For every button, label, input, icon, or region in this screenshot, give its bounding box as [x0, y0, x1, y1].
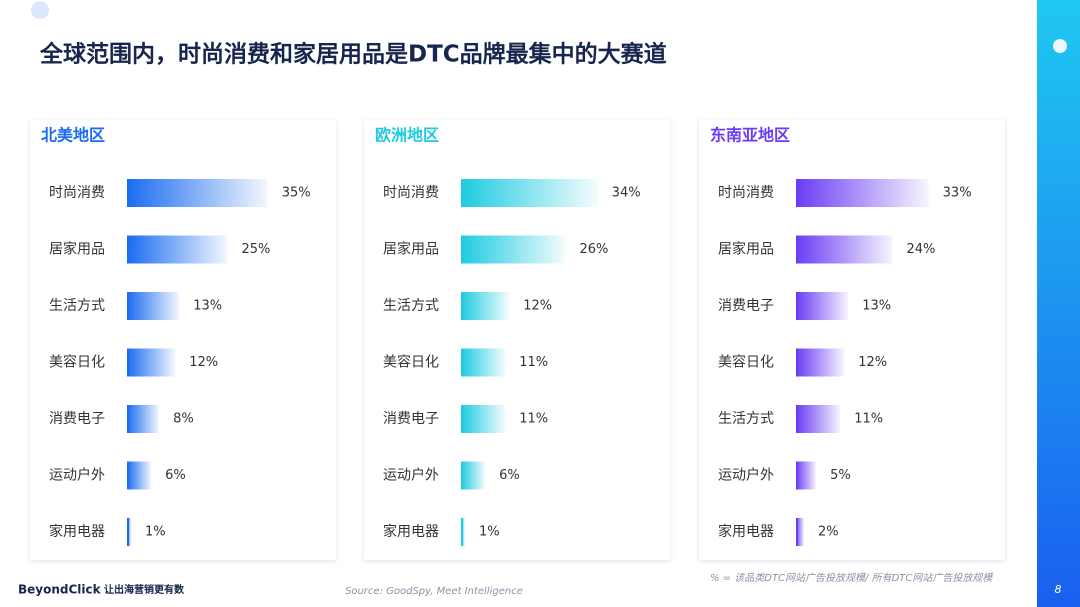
- category-label: 家用电器: [718, 523, 774, 540]
- source: Source: GoodSpy, Meet Intelligence: [345, 586, 523, 597]
- bar: [127, 518, 132, 546]
- chart-title: 欧洲地区: [375, 126, 439, 145]
- category-label: 时尚消费: [718, 185, 774, 201]
- category-label: 生活方式: [383, 298, 439, 314]
- note: % = 该品类DTC网站广告投放规模/ 所有DTC网站广告投放规模: [710, 572, 994, 584]
- bar-edge: [796, 235, 798, 264]
- bar: [461, 235, 566, 264]
- value-label: 11%: [519, 355, 548, 370]
- category-label: 运动户外: [383, 467, 439, 484]
- slogan: 让出海营销更有数: [104, 583, 185, 596]
- bar: [796, 461, 817, 490]
- bar-edge: [796, 179, 798, 207]
- category-label: 美容日化: [383, 354, 439, 371]
- logo: BeyondClick: [18, 583, 102, 597]
- category-label: 居家用品: [718, 241, 774, 258]
- value-label: 24%: [906, 242, 935, 257]
- value-label: 13%: [862, 299, 891, 314]
- value-label: 33%: [943, 186, 972, 201]
- bar: [461, 292, 510, 320]
- category-label: 消费电子: [718, 298, 774, 314]
- bar: [461, 461, 486, 490]
- category-label: 家用电器: [49, 523, 105, 540]
- value-label: 34%: [612, 186, 641, 201]
- bar: [127, 461, 152, 490]
- bar: [796, 292, 849, 320]
- decor: [1053, 39, 1067, 53]
- category-label: 居家用品: [383, 241, 439, 258]
- value-label: 12%: [523, 299, 552, 314]
- category-label: 运动户外: [718, 467, 774, 484]
- chart-title: 北美地区: [41, 126, 105, 145]
- decor: [31, 1, 49, 19]
- bar-edge: [127, 405, 129, 433]
- bar-edge: [796, 461, 798, 490]
- bar: [796, 348, 845, 377]
- value-label: 1%: [479, 525, 500, 540]
- bar-edge: [127, 292, 129, 320]
- bar: [127, 348, 176, 377]
- value-label: 35%: [282, 186, 311, 201]
- bar: [127, 405, 160, 433]
- bar-edge: [461, 348, 463, 377]
- value-label: 11%: [854, 412, 883, 427]
- bar-edge: [127, 461, 129, 490]
- category-label: 消费电子: [383, 411, 439, 427]
- category-label: 美容日化: [49, 354, 105, 371]
- category-label: 家用电器: [383, 523, 439, 540]
- category-label: 消费电子: [49, 411, 105, 427]
- category-label: 居家用品: [49, 241, 105, 258]
- value-label: 6%: [499, 468, 520, 483]
- slide-title: 全球范围内，时尚消费和家居用品是DTC品牌最集中的大赛道: [39, 41, 667, 68]
- bar-edge: [461, 292, 463, 320]
- category-label: 生活方式: [49, 298, 105, 314]
- value-label: 13%: [193, 299, 222, 314]
- bar: [461, 348, 506, 377]
- bar-edge: [461, 405, 463, 433]
- bar-edge: [796, 348, 798, 377]
- category-label: 时尚消费: [49, 185, 105, 201]
- bar: [796, 518, 805, 546]
- bar: [796, 179, 929, 207]
- bar-edge: [127, 235, 129, 264]
- page-number: 8: [1055, 583, 1062, 596]
- bar-edge: [127, 179, 129, 207]
- bar-edge: [127, 518, 129, 546]
- bar: [796, 405, 841, 433]
- chart-title: 东南亚地区: [710, 126, 790, 145]
- bar-edge: [796, 292, 798, 320]
- bar-edge: [461, 235, 463, 264]
- value-label: 26%: [580, 242, 609, 257]
- bar: [127, 292, 180, 320]
- bar-edge: [461, 461, 463, 490]
- bar-edge: [796, 405, 798, 433]
- value-label: 12%: [189, 355, 218, 370]
- bar-edge: [461, 518, 463, 546]
- bar-edge: [461, 179, 463, 207]
- category-label: 运动户外: [49, 467, 105, 484]
- bar: [461, 179, 598, 207]
- side-strip: [1037, 0, 1080, 607]
- bar: [127, 235, 228, 264]
- category-label: 美容日化: [718, 354, 774, 371]
- value-label: 12%: [858, 355, 887, 370]
- bar: [127, 179, 268, 207]
- value-label: 11%: [519, 412, 548, 427]
- bar: [461, 405, 506, 433]
- value-label: 1%: [145, 525, 166, 540]
- category-label: 生活方式: [718, 411, 774, 427]
- bar-edge: [796, 518, 798, 546]
- bar-edge: [127, 348, 129, 377]
- value-label: 5%: [830, 468, 851, 483]
- bar: [796, 235, 893, 264]
- value-label: 6%: [165, 468, 186, 483]
- value-label: 25%: [242, 242, 271, 257]
- value-label: 8%: [173, 412, 194, 427]
- value-label: 2%: [818, 525, 839, 540]
- category-label: 时尚消费: [383, 185, 439, 201]
- bar: [461, 518, 466, 546]
